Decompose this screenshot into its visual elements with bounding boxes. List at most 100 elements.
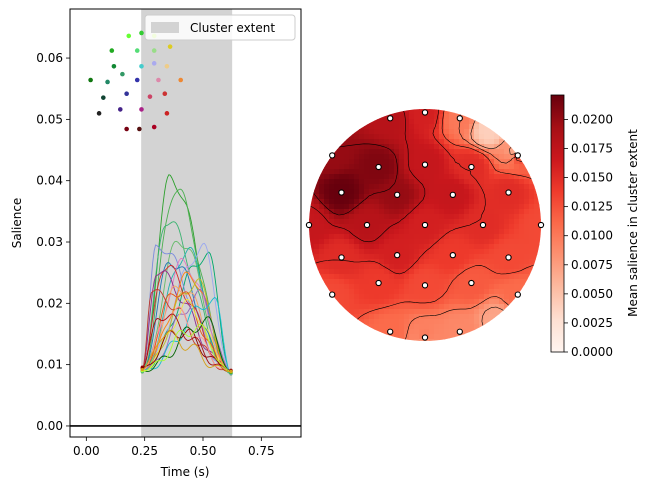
topomap-cell (424, 274, 430, 280)
topomap-cell (519, 194, 525, 200)
topomap-cell (504, 214, 510, 220)
topomap-cell (399, 214, 405, 220)
topomap-cell (499, 194, 505, 200)
topomap-cell (434, 289, 440, 295)
topomap-cell (459, 314, 465, 320)
topomap-cell (349, 254, 355, 260)
topomap-cell (409, 179, 415, 185)
topomap-cell (419, 324, 425, 330)
topomap-cell (354, 319, 360, 325)
topomap-cell (539, 229, 541, 235)
topomap-cell (369, 209, 375, 215)
topomap-cell (349, 179, 355, 185)
topomap-cell (509, 304, 515, 310)
trace-line (142, 313, 231, 371)
topomap-cell (394, 199, 400, 205)
topomap-cell (539, 204, 541, 210)
colorbar-tick-label: 0.0000 (571, 345, 613, 359)
topomap-cell (399, 299, 405, 305)
topomap-cell (494, 314, 500, 320)
topomap-cell (524, 164, 530, 170)
topomap-cell (444, 304, 450, 310)
sensor-marker (421, 282, 429, 289)
topomap-cell (519, 169, 525, 175)
topomap-cell (359, 304, 365, 310)
topomap-cell (484, 229, 490, 235)
topomap-cell (354, 194, 360, 200)
topomap-cell (329, 189, 335, 195)
topomap-cell (319, 269, 325, 275)
topomap-cell (439, 139, 445, 145)
topomap-cell (354, 244, 360, 250)
topomap-cell (514, 144, 520, 150)
sensor-marker (449, 191, 456, 198)
topomap-cell (324, 269, 330, 275)
topomap-cell (484, 244, 490, 250)
topomap-cell (499, 279, 505, 285)
topomap-cell (409, 154, 415, 160)
topomap-cell (399, 314, 405, 320)
topomap-cell (419, 269, 425, 275)
topomap-cell (374, 194, 380, 200)
topomap-cell (494, 244, 500, 250)
topomap-cell (449, 304, 455, 310)
topomap-cell (359, 219, 365, 225)
topomap-cell (354, 124, 360, 130)
topomap-cell (364, 199, 370, 205)
topomap-cell (439, 159, 445, 165)
topomap-cell (409, 239, 415, 245)
topomap-cell (344, 249, 350, 255)
topomap-cell (344, 224, 350, 230)
topomap-cell (324, 239, 330, 245)
topomap-cell (499, 209, 505, 215)
topomap-cell (389, 324, 395, 330)
topomap-cell (509, 224, 515, 230)
topomap-cell (379, 119, 385, 125)
topomap-cell (474, 299, 480, 305)
topomap-cell (479, 274, 485, 280)
topomap-cell (314, 274, 320, 280)
topomap-cell (464, 139, 470, 145)
topomap-cell (414, 199, 420, 205)
topomap-cell (334, 289, 340, 295)
topomap-cell (374, 199, 380, 205)
topomap-cell (519, 209, 525, 215)
topomap-cell (444, 224, 450, 230)
topomap-cell (499, 149, 505, 155)
topomap-cell (539, 184, 541, 190)
topomap-cell (424, 269, 430, 275)
topomap-cell (524, 199, 530, 205)
topomap-cell (334, 194, 340, 200)
topomap-cell (444, 254, 450, 260)
topomap-cell (464, 194, 470, 200)
topomap-cell (439, 324, 445, 330)
topomap-cell (484, 134, 490, 140)
topomap-cell (464, 214, 470, 220)
topomap-cell (389, 254, 395, 260)
topomap-cell (399, 229, 405, 235)
topomap-cell (439, 164, 445, 170)
topomap-cell (464, 224, 470, 230)
topomap-cell (429, 274, 435, 280)
topomap-cell (454, 319, 460, 325)
topomap-cell (359, 224, 365, 230)
topomap-cell (389, 139, 395, 145)
topomap-cell (509, 209, 515, 215)
topomap-cell (444, 199, 450, 205)
topomap-cell (499, 169, 505, 175)
topomap-cell (334, 184, 340, 190)
topomap-cell (464, 119, 470, 125)
inset-sensor-dot (88, 77, 93, 83)
topomap-cell (324, 159, 330, 165)
topomap-cell (349, 159, 355, 165)
topomap-cell (364, 249, 370, 255)
topomap-cell (409, 224, 415, 230)
topomap-cell (464, 144, 470, 150)
topomap-cell (474, 294, 480, 300)
topomap-cell (394, 294, 400, 300)
topomap-cell (329, 169, 335, 175)
topomap-cell (414, 314, 420, 320)
topomap-cell (494, 149, 500, 155)
topomap-cell (494, 284, 500, 290)
topomap-cell (324, 164, 330, 170)
